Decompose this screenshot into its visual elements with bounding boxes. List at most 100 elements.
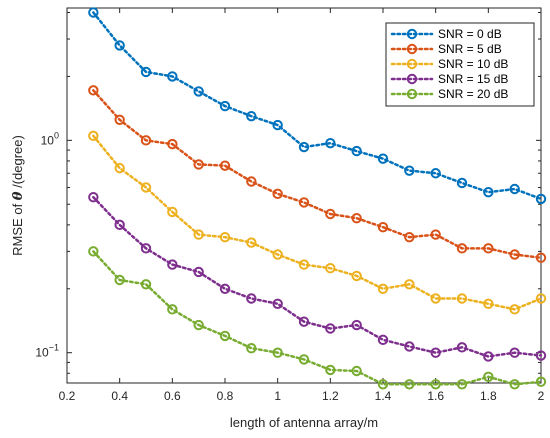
- data-point: [140, 135, 152, 146]
- data-point: [246, 343, 257, 354]
- x-tick-label: 0.4: [111, 389, 128, 403]
- x-tick-label: 0.8: [217, 389, 234, 403]
- data-point: [219, 100, 231, 112]
- x-tick-label: 1.4: [375, 389, 392, 403]
- data-point: [325, 323, 336, 334]
- data-point: [298, 354, 310, 365]
- legend-label: SNR = 20 dB: [438, 87, 508, 101]
- data-point: [246, 110, 257, 122]
- data-point: [351, 212, 362, 224]
- data-point: [219, 283, 231, 294]
- data-point: [167, 138, 178, 150]
- data-point: [88, 7, 99, 18]
- data-point: [456, 243, 468, 254]
- data-point: [351, 145, 362, 157]
- x-tick-label: 1.8: [480, 389, 497, 403]
- y-axis-label-symbol: θ: [11, 191, 26, 200]
- data-point: [377, 283, 389, 294]
- y-axis-label-prefix: RMSE of: [10, 200, 25, 256]
- data-point: [114, 114, 125, 125]
- series-layer: [88, 7, 547, 390]
- data-point: [272, 298, 283, 309]
- data-point: [325, 137, 336, 149]
- data-point: [88, 246, 99, 257]
- data-point: [351, 365, 362, 377]
- legend-marker: [406, 58, 418, 70]
- data-point: [430, 168, 441, 179]
- data-point: [325, 208, 336, 220]
- data-point: [325, 262, 336, 274]
- data-point: [483, 351, 494, 362]
- data-point: [140, 243, 152, 254]
- data-point: [88, 130, 99, 142]
- data-point: [456, 379, 468, 390]
- data-point: [404, 231, 415, 243]
- data-point: [509, 379, 520, 390]
- legend-marker: [406, 43, 418, 55]
- data-point: [404, 165, 415, 176]
- x-tick-label: 1.2: [322, 389, 339, 403]
- data-point: [272, 119, 283, 131]
- data-point: [193, 86, 204, 97]
- data-point: [535, 376, 547, 387]
- data-point: [377, 221, 389, 233]
- data-point: [377, 334, 389, 346]
- data-point: [404, 279, 415, 290]
- legend-label: SNR = 5 dB: [438, 42, 502, 56]
- data-point: [404, 379, 415, 390]
- data-point: [167, 304, 178, 315]
- y-axis-label-suffix: /(degree): [10, 135, 25, 191]
- data-point: [351, 319, 362, 331]
- legend-label: SNR = 0 dB: [438, 27, 502, 41]
- data-point: [246, 176, 257, 187]
- data-point: [140, 182, 152, 193]
- data-point: [193, 159, 204, 170]
- data-point: [88, 85, 99, 96]
- data-point: [430, 293, 441, 304]
- data-point: [114, 219, 125, 231]
- data-point: [377, 153, 389, 164]
- data-point: [377, 379, 389, 390]
- data-point: [483, 243, 494, 254]
- data-point: [404, 341, 415, 352]
- data-point: [430, 347, 441, 358]
- data-point: [246, 293, 257, 304]
- data-point: [456, 293, 468, 304]
- y-tick-label: 10−1: [35, 343, 59, 360]
- data-point: [193, 266, 204, 278]
- data-point: [193, 319, 204, 331]
- legend-marker: [406, 28, 418, 40]
- data-point: [430, 229, 441, 240]
- y-tick-label: 100: [41, 130, 59, 147]
- data-point: [114, 162, 125, 174]
- data-point: [298, 197, 310, 208]
- data-point: [483, 298, 494, 309]
- legend-label: SNR = 10 dB: [438, 57, 508, 71]
- data-point: [535, 193, 547, 205]
- x-tick-label: 0.2: [59, 389, 76, 403]
- legend-label: SNR = 15 dB: [438, 72, 508, 86]
- data-point: [219, 231, 231, 243]
- data-point: [509, 304, 520, 315]
- x-tick-label: 2: [538, 389, 545, 403]
- data-point: [88, 191, 99, 203]
- data-point: [114, 274, 125, 286]
- data-point: [140, 279, 152, 290]
- data-point: [298, 259, 310, 270]
- data-point: [298, 316, 310, 327]
- data-point: [509, 183, 520, 195]
- data-point: [430, 379, 441, 390]
- legend-marker: [406, 88, 418, 100]
- data-point: [219, 160, 231, 171]
- data-point: [483, 186, 494, 198]
- legend-marker: [406, 73, 418, 85]
- data-point: [535, 293, 547, 304]
- x-axis-label: length of antenna array/m: [230, 415, 378, 430]
- data-point: [535, 252, 547, 263]
- axis-ticks: 0.2 0.4 0.6 0.8 1 1.2 1.4 1.6 1.8 2 100 10−1: [35, 8, 545, 403]
- data-point: [140, 66, 152, 78]
- data-point: [167, 259, 178, 270]
- data-point: [272, 249, 283, 260]
